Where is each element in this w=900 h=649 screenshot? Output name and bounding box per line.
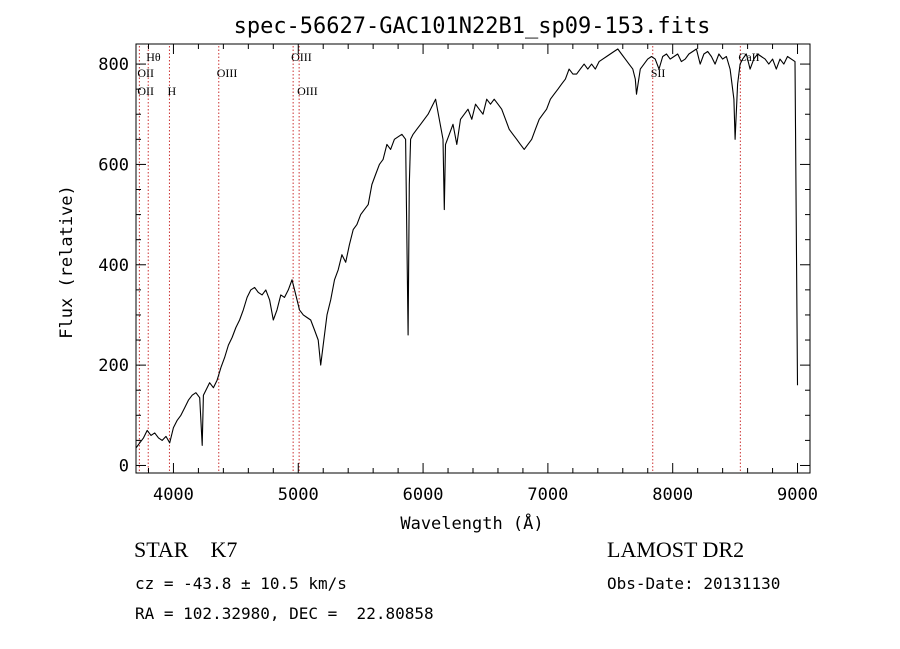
y-tick-label: 400	[98, 256, 129, 276]
x-tick-label: 5000	[278, 485, 319, 505]
object-class: STAR	[134, 537, 189, 562]
spectrum-line	[135, 48, 799, 449]
x-tick-label: 7000	[527, 485, 568, 505]
line-marker-label: OIII	[297, 84, 318, 98]
y-tick-label: 800	[98, 55, 129, 75]
object-subclass: K7	[210, 537, 238, 562]
x-tick-label: 4000	[153, 485, 194, 505]
y-tick-label: 600	[98, 155, 129, 175]
line-marker-label: OII	[137, 66, 154, 80]
redshift-line: cz = -43.8 ± 10.5 km/s	[135, 574, 347, 593]
line-marker-label: SII	[651, 66, 666, 80]
chart-title: spec-56627-GAC101N22B1_sp09-153.fits	[234, 14, 711, 39]
x-tick-label: 6000	[403, 485, 444, 505]
y-axis-label: Flux (relative)	[57, 185, 77, 339]
line-marker-label: OIII	[291, 50, 312, 64]
classification-line: STAR K7	[134, 537, 237, 563]
axis-ticks: 4000 5000 6000 7000 8000 9000 0 200 400 600 800	[98, 44, 818, 505]
line-marker-label: OIII	[217, 66, 238, 80]
plot-frame	[135, 43, 811, 474]
emission-line-markers: Hθ OII OII H OIII OIII OIII SII CaII	[137, 46, 760, 472]
line-marker-label: Hθ	[146, 50, 161, 64]
x-tick-label: 8000	[652, 485, 693, 505]
coordinates-line: RA = 102.32980, DEC = 22.80858	[135, 604, 434, 623]
x-axis-label: Wavelength (Å)	[400, 512, 543, 534]
y-tick-label: 200	[98, 356, 129, 376]
line-marker-label: H	[167, 84, 176, 98]
x-tick-label: 9000	[777, 485, 818, 505]
survey-label: LAMOST DR2	[607, 537, 745, 562]
y-tick-label: 0	[119, 456, 129, 476]
observation-date: Obs-Date: 20131130	[607, 574, 781, 593]
line-marker-label: OII	[137, 84, 154, 98]
line-marker-label: CaII	[738, 50, 759, 64]
